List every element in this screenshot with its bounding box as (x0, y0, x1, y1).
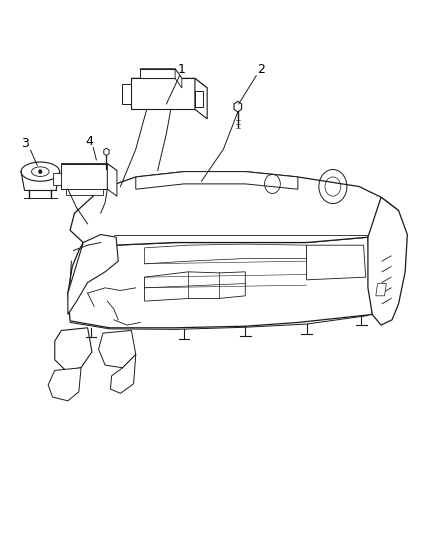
Polygon shape (70, 172, 399, 245)
Polygon shape (195, 91, 203, 107)
Polygon shape (175, 69, 182, 88)
Circle shape (39, 169, 42, 174)
Polygon shape (53, 173, 61, 185)
Text: 2: 2 (257, 63, 265, 76)
Polygon shape (68, 235, 118, 314)
Polygon shape (131, 78, 207, 88)
Polygon shape (136, 172, 298, 189)
Polygon shape (195, 78, 207, 119)
Polygon shape (140, 69, 182, 78)
Polygon shape (61, 164, 117, 171)
Polygon shape (376, 284, 386, 296)
Polygon shape (122, 84, 131, 104)
Polygon shape (234, 101, 242, 112)
Polygon shape (48, 368, 81, 401)
Text: 4: 4 (86, 135, 94, 148)
Polygon shape (110, 354, 136, 393)
Polygon shape (307, 245, 366, 280)
Polygon shape (104, 148, 109, 156)
Polygon shape (145, 244, 307, 264)
Polygon shape (99, 330, 136, 368)
Polygon shape (145, 272, 245, 301)
Polygon shape (140, 69, 175, 78)
Polygon shape (68, 237, 372, 328)
Text: 3: 3 (21, 138, 29, 150)
Polygon shape (55, 328, 92, 370)
Polygon shape (107, 164, 117, 196)
Polygon shape (66, 189, 103, 195)
Polygon shape (131, 78, 195, 109)
Text: 1: 1 (178, 63, 186, 76)
Polygon shape (61, 164, 107, 189)
Polygon shape (368, 197, 407, 325)
